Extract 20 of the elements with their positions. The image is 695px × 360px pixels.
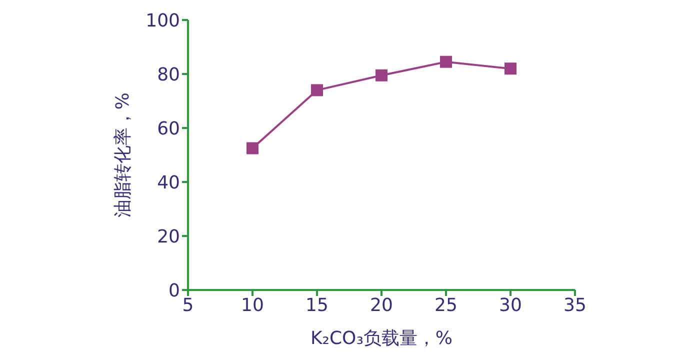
y-axis-title: 油脂转化率，% xyxy=(112,92,134,218)
y-tick-label: 100 xyxy=(146,10,180,32)
y-tick-label: 40 xyxy=(157,172,180,194)
y-tick-label: 20 xyxy=(157,226,180,248)
y-tick-label: 80 xyxy=(157,64,180,86)
x-tick-label: 20 xyxy=(370,294,393,316)
x-tick-label: 10 xyxy=(241,294,264,316)
y-tick-label: 60 xyxy=(157,118,180,140)
point xyxy=(376,69,388,82)
x-tick-label: 35 xyxy=(564,294,586,316)
point xyxy=(311,84,323,96)
y-tick-label: 0 xyxy=(168,280,180,302)
point xyxy=(246,142,258,154)
x-tick-label: 30 xyxy=(499,294,522,316)
x-tick-label: 5 xyxy=(182,294,194,316)
x-tick-label: 25 xyxy=(434,294,458,316)
point xyxy=(504,62,516,75)
x-tick-label: 15 xyxy=(306,294,328,316)
x-axis-title: K₂CO₃负载量，% xyxy=(310,328,453,349)
point xyxy=(440,56,452,68)
